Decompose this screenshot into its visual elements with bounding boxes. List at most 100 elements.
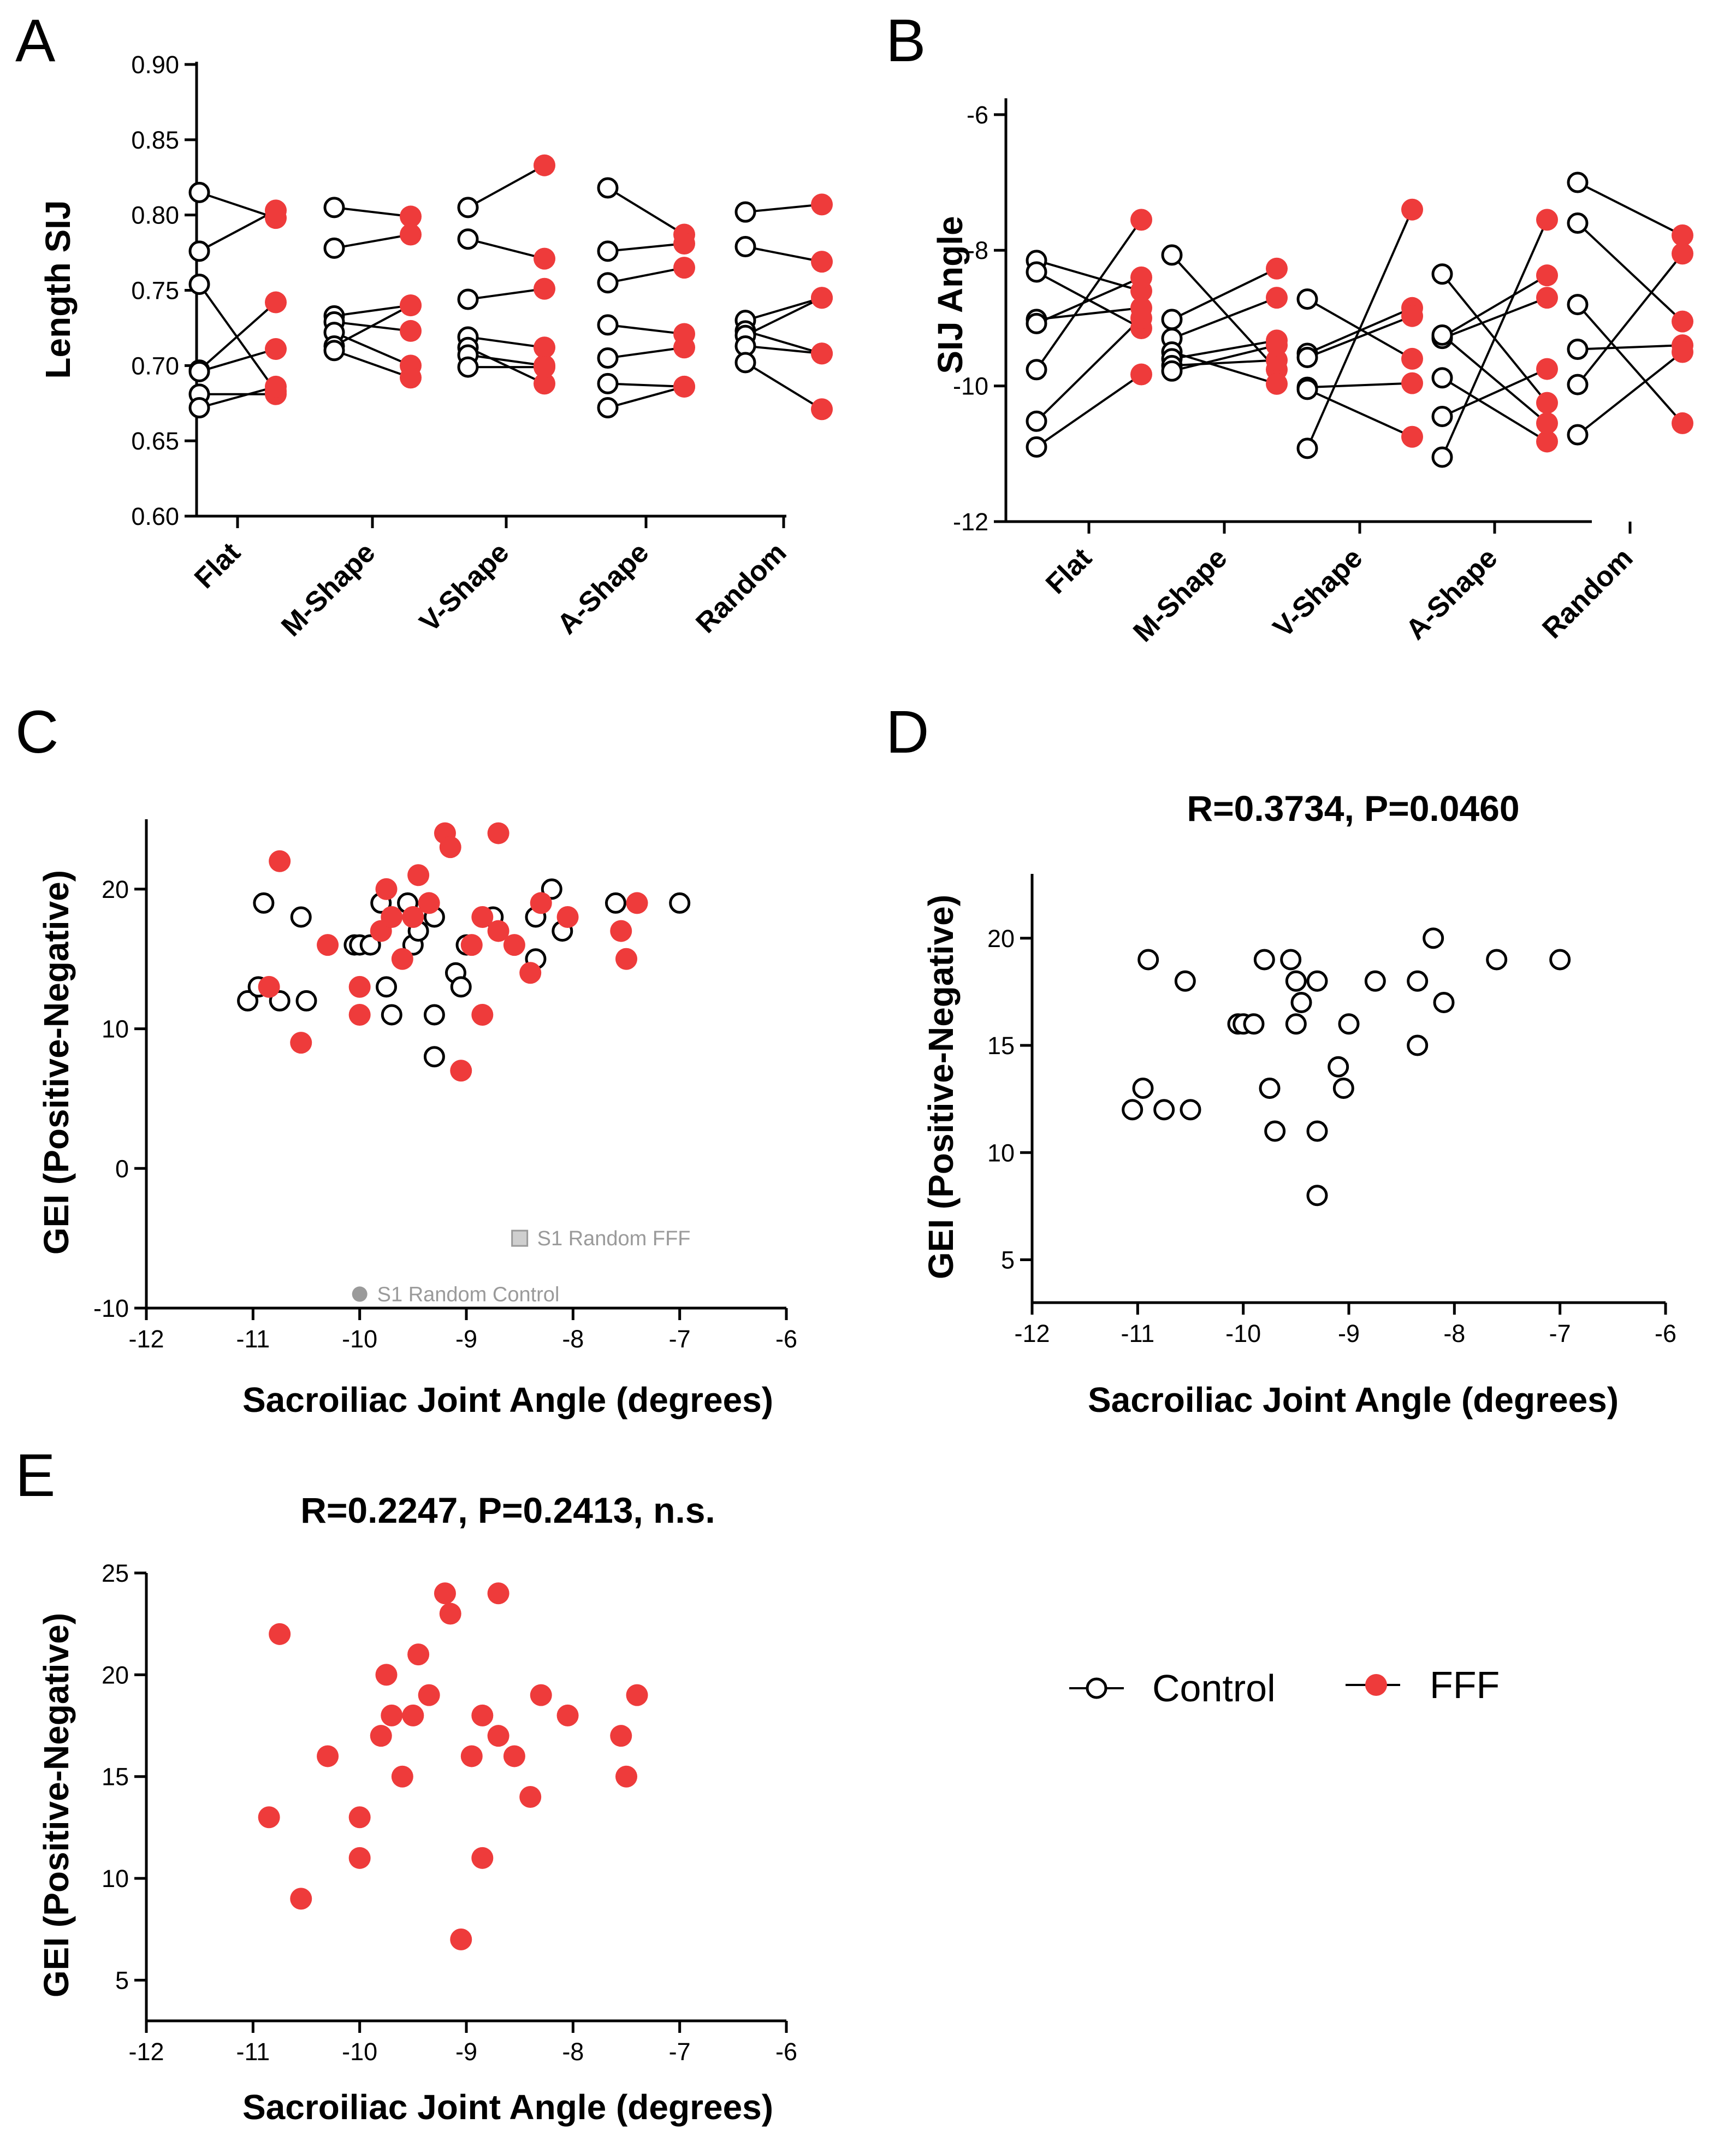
control-point bbox=[597, 177, 619, 199]
fff-point bbox=[391, 948, 413, 970]
control-point bbox=[1161, 309, 1183, 330]
control-point bbox=[1132, 1078, 1154, 1099]
fff-point bbox=[370, 1725, 392, 1747]
control-point bbox=[1264, 1120, 1286, 1142]
fff-point bbox=[375, 1664, 398, 1686]
fff-point bbox=[317, 934, 339, 956]
fff-point bbox=[1672, 243, 1693, 265]
pair-line bbox=[1036, 306, 1142, 321]
control-point bbox=[1567, 424, 1589, 446]
control-point bbox=[541, 878, 562, 900]
pair-line bbox=[607, 346, 685, 359]
control-point bbox=[597, 347, 619, 369]
pair-line bbox=[607, 323, 685, 335]
fff-point bbox=[439, 836, 461, 859]
control-point bbox=[1026, 436, 1047, 458]
pair-line bbox=[1441, 377, 1548, 443]
x-tick-label: -10 bbox=[342, 2038, 377, 2066]
control-point bbox=[1407, 970, 1429, 992]
category-label: M-Shape bbox=[275, 536, 381, 642]
control-point bbox=[734, 352, 756, 374]
panel-d-chart: D R=0.3734, P=0.0460 5 10 15 20 -12 -11 -10 -9 -8 -… bbox=[886, 699, 1676, 1420]
control-point bbox=[269, 990, 291, 1012]
pair-line bbox=[1442, 368, 1548, 418]
fff-point bbox=[811, 342, 833, 365]
control-point bbox=[253, 892, 275, 914]
pair-line bbox=[1577, 304, 1684, 424]
pair-line bbox=[199, 385, 276, 409]
control-point bbox=[1486, 949, 1508, 971]
y-tick-label: 25 bbox=[102, 1559, 129, 1587]
pair-line bbox=[198, 301, 277, 371]
panel-letter-d: D bbox=[886, 699, 929, 766]
x-tick-label: -9 bbox=[455, 1325, 477, 1353]
y-tick-label: 10 bbox=[987, 1139, 1015, 1167]
fff-point bbox=[471, 1847, 494, 1869]
pair-line bbox=[1171, 267, 1277, 321]
legend-fff-marker bbox=[1365, 1674, 1387, 1696]
control-point bbox=[1280, 949, 1302, 971]
x-tick-label: -11 bbox=[236, 1325, 270, 1353]
category-label: Random bbox=[1536, 542, 1639, 644]
control-point bbox=[290, 906, 312, 928]
fff-point bbox=[530, 892, 552, 914]
chart-title: R=0.2247, P=0.2413, n.s. bbox=[300, 1490, 715, 1530]
y-axis-label: Length SIJ bbox=[38, 200, 78, 378]
pair-line bbox=[334, 349, 411, 379]
y-tick-label: 15 bbox=[102, 1763, 129, 1791]
control-point bbox=[1431, 367, 1453, 389]
control-point bbox=[1364, 970, 1386, 992]
fff-point bbox=[811, 398, 833, 421]
control-point bbox=[1153, 1099, 1175, 1121]
control-point bbox=[597, 314, 619, 336]
pair-line bbox=[745, 297, 822, 336]
fff-point bbox=[1401, 198, 1423, 221]
fff-point bbox=[1401, 305, 1423, 327]
control-point bbox=[1433, 992, 1455, 1013]
panel-letter-b: B bbox=[886, 7, 926, 74]
chart-title: R=0.3734, P=0.0460 bbox=[1187, 788, 1519, 829]
fff-point bbox=[1536, 287, 1558, 309]
pair-line bbox=[745, 203, 822, 214]
control-point bbox=[1253, 949, 1275, 971]
fff-point bbox=[519, 1786, 542, 1808]
panel-e-chart: E R=0.2247, P=0.2413, n.s. 5 10 15 20 25 -12 -11… bbox=[15, 1442, 797, 2127]
fff-point bbox=[534, 372, 555, 395]
fff-point bbox=[1536, 430, 1558, 453]
category-label: V-Shape bbox=[1267, 542, 1368, 643]
control-point bbox=[457, 356, 479, 378]
fff-point bbox=[471, 1004, 494, 1026]
fff-point bbox=[1536, 209, 1558, 231]
y-tick-label: 0.85 bbox=[131, 126, 179, 154]
control-point bbox=[1174, 970, 1196, 992]
control-point bbox=[1137, 949, 1159, 971]
pair-line bbox=[745, 245, 822, 263]
fff-point bbox=[811, 251, 833, 273]
fff-point bbox=[519, 962, 542, 984]
fff-point bbox=[534, 247, 555, 270]
control-point bbox=[1243, 1013, 1265, 1035]
panel-letter-e: E bbox=[15, 1442, 55, 1509]
control-point bbox=[1338, 1013, 1360, 1035]
fff-point bbox=[626, 1684, 648, 1706]
pair-line bbox=[1577, 253, 1684, 386]
control-point bbox=[376, 976, 397, 998]
fff-point bbox=[1401, 372, 1423, 394]
fff-point bbox=[265, 199, 287, 222]
fff-point bbox=[434, 1582, 456, 1605]
fff-point bbox=[1672, 341, 1693, 363]
fff-point bbox=[348, 975, 371, 998]
annotation-circle-marker bbox=[352, 1286, 368, 1302]
fff-point bbox=[381, 1704, 403, 1726]
pair-line bbox=[1035, 317, 1142, 422]
y-tick-label: -6 bbox=[967, 101, 988, 129]
y-tick-label: -10 bbox=[93, 1294, 129, 1322]
pair-line bbox=[1035, 219, 1142, 370]
y-tick-label: 0.75 bbox=[131, 277, 179, 305]
x-axis-label: Sacroiliac Joint Angle (degrees) bbox=[1088, 1380, 1619, 1420]
y-tick-label: 5 bbox=[115, 1966, 129, 1994]
pair-line bbox=[198, 283, 277, 392]
control-point bbox=[1026, 410, 1047, 432]
x-tick-label: -8 bbox=[562, 2038, 584, 2066]
